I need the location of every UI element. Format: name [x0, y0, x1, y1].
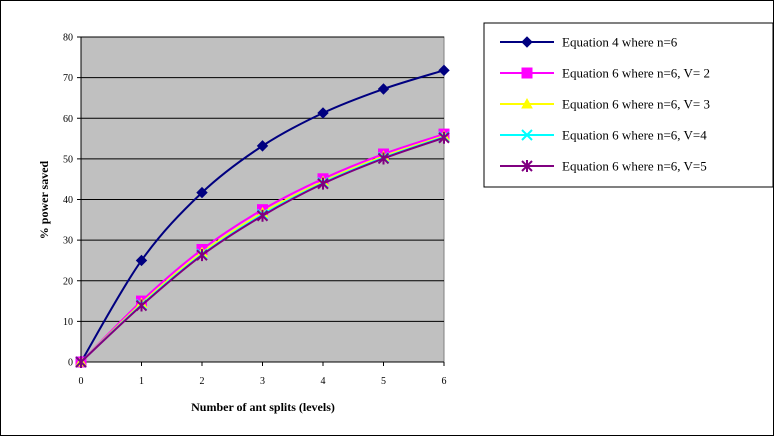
- legend-label: Equation 6 where n=6, V= 3: [562, 97, 710, 112]
- x-tick-label: 4: [321, 376, 326, 387]
- data-point: [256, 209, 269, 222]
- y-tick-label: 70: [63, 73, 73, 84]
- data-point: [377, 152, 390, 165]
- y-tick-label: 50: [63, 154, 73, 165]
- y-tick-label: 40: [63, 195, 73, 206]
- legend-item: Equation 6 where n=6, V=5: [500, 159, 707, 174]
- y-tick-label: 20: [63, 276, 73, 287]
- x-axis-ticks: 0 1 2 3 4 5 6: [79, 362, 447, 387]
- gridlines: [81, 36, 444, 322]
- series-1: [75, 64, 450, 368]
- legend-marker: [521, 67, 533, 79]
- data-point: [196, 249, 208, 262]
- y-axis-ticks: 0 10 20 30 40 50 60 70 80: [63, 33, 81, 369]
- data-point: [135, 299, 148, 312]
- data-point: [317, 107, 329, 119]
- legend: Equation 4 where n=6 Equation 6 where n=6…: [483, 22, 774, 188]
- data-point: [196, 186, 208, 199]
- x-tick-label: 6: [442, 376, 447, 387]
- x-tick-label: 0: [79, 376, 84, 387]
- data-point: [438, 64, 450, 77]
- legend-label: Equation 6 where n=6, V=4: [562, 128, 707, 143]
- legend-item: Equation 6 where n=6, V= 2: [500, 66, 710, 81]
- data-point: [256, 140, 269, 152]
- legend-item: Equation 4 where n=6: [500, 35, 678, 50]
- y-tick-label: 10: [63, 317, 73, 328]
- series-group: [75, 64, 450, 368]
- data-point: [317, 177, 329, 190]
- legend-marker: [521, 129, 533, 141]
- y-tick-label: 80: [63, 33, 73, 44]
- x-tick-label: 3: [260, 376, 265, 387]
- series-5: [75, 131, 450, 368]
- y-axis-title: % power saved: [37, 160, 51, 239]
- legend-label: Equation 6 where n=6, V= 2: [562, 66, 710, 81]
- legend-marker: [521, 97, 533, 109]
- legend-marker: [521, 160, 533, 172]
- x-tick-label: 5: [381, 376, 386, 387]
- data-point: [438, 131, 450, 144]
- legend-item: Equation 6 where n=6, V=4: [500, 128, 707, 143]
- data-point: [377, 83, 390, 95]
- y-tick-label: 60: [63, 114, 73, 125]
- data-point: [135, 254, 148, 267]
- y-tick-label: 0: [68, 358, 73, 369]
- y-tick-label: 30: [63, 236, 73, 247]
- data-point: [75, 356, 87, 368]
- legend-label: Equation 6 where n=6, V=5: [562, 159, 707, 174]
- legend-marker: [521, 36, 533, 48]
- legend-label: Equation 4 where n=6: [562, 35, 678, 50]
- x-tick-label: 1: [139, 376, 144, 387]
- x-axis-title: Number of ant splits (levels): [191, 400, 335, 414]
- legend-item: Equation 6 where n=6, V= 3: [500, 97, 710, 112]
- x-tick-label: 2: [200, 376, 205, 387]
